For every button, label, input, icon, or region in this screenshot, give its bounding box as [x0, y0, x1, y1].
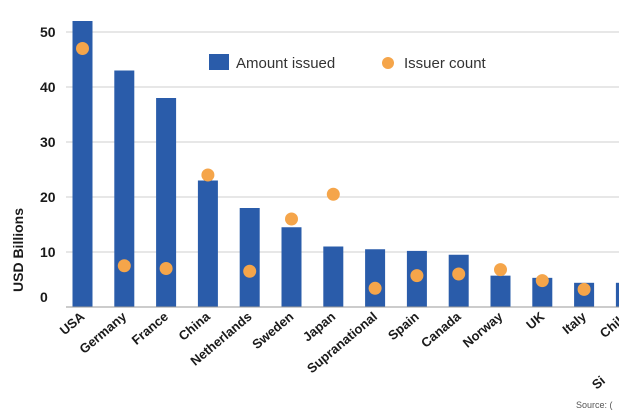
issuer-dot-uk	[535, 274, 549, 288]
bar-france	[156, 98, 177, 307]
issuer-dot-japan	[326, 187, 340, 201]
source-note: Source: (	[576, 400, 613, 410]
x-category-label: UK	[523, 308, 547, 332]
bar-series	[72, 21, 619, 307]
bar-china	[197, 180, 218, 307]
bar-japan	[323, 246, 344, 307]
issuer-dot-china	[201, 168, 215, 182]
y-tick-label: 10	[40, 244, 56, 260]
x-category-label: Sweden	[249, 309, 296, 352]
y-axis-ticks: 0 10 20 30 40 50	[40, 24, 56, 305]
y-axis-title: USD Billions	[10, 208, 26, 292]
x-category-label: Germany	[76, 308, 129, 356]
legend-swatch-issuer-count	[382, 57, 394, 69]
bar-usa	[72, 21, 93, 307]
y-tick-label: 40	[40, 79, 56, 95]
legend-label-amount-issued: Amount issued	[236, 55, 335, 72]
x-category-label: Spain	[385, 309, 422, 343]
issuer-dot-usa	[76, 42, 89, 55]
y-tick-label: 0	[40, 289, 48, 305]
bar-uk	[532, 277, 553, 307]
scatter-series	[76, 42, 591, 296]
x-category-label: Canada	[418, 308, 464, 350]
issuer-dot-germany	[117, 259, 131, 273]
issuer-dot-netherlands	[243, 264, 257, 278]
issuer-dot-spain	[410, 269, 424, 283]
issuer-dot-supranational	[368, 281, 382, 295]
x-category-label: Italy	[559, 308, 589, 337]
issuer-dot-canada	[452, 267, 466, 281]
y-tick-label: 20	[40, 189, 56, 205]
bar-sweden	[281, 227, 302, 307]
x-category-label: France	[129, 309, 171, 348]
y-tick-label: 50	[40, 24, 56, 40]
legend: Amount issued Issuer count	[209, 54, 487, 72]
legend-swatch-amount-issued	[209, 54, 229, 70]
x-category-label: China	[176, 308, 214, 343]
x-category-label: USA	[57, 308, 88, 338]
issuer-dot-france	[159, 262, 173, 275]
x-category-label: Japan	[300, 309, 338, 345]
x-category-label: Norway	[460, 308, 506, 350]
gridlines	[66, 31, 619, 253]
bar-chile	[615, 282, 619, 307]
x-label-clipped-fragment: Si	[589, 373, 608, 392]
bar-supranational	[365, 249, 386, 307]
issuer-dot-sweden	[285, 212, 298, 226]
bar-canada	[448, 254, 469, 307]
legend-label-issuer-count: Issuer count	[404, 55, 487, 72]
bar-norway	[490, 275, 511, 307]
bar-netherlands	[239, 208, 260, 307]
y-tick-label: 30	[40, 134, 56, 150]
issuer-dot-italy	[577, 282, 591, 296]
bar-germany	[114, 70, 135, 307]
x-category-label: Chile	[597, 309, 619, 341]
issuer-dot-norway	[494, 263, 507, 277]
